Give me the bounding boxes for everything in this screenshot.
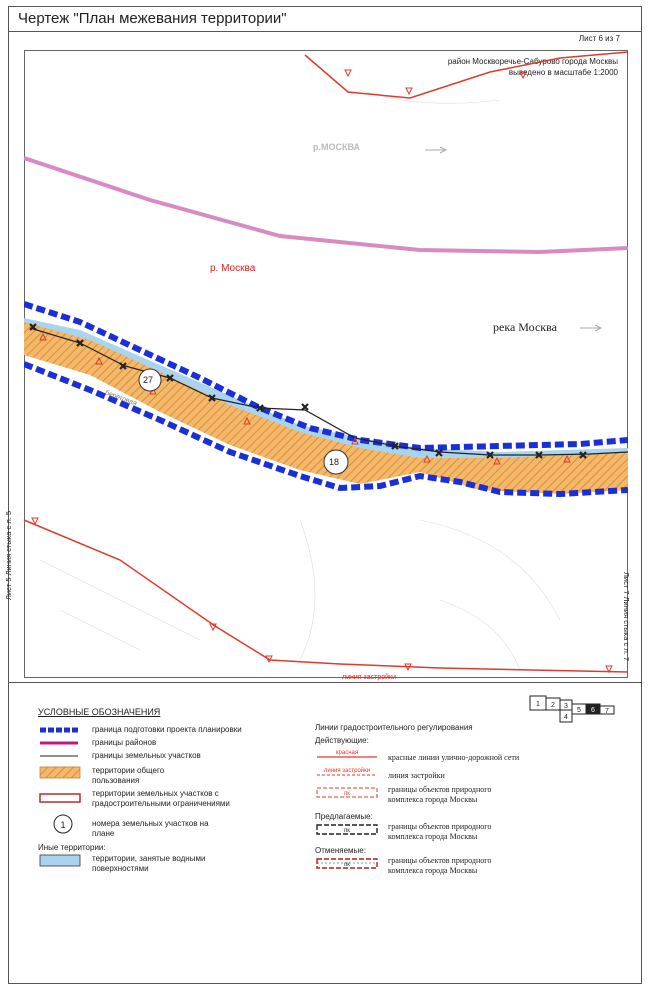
district-caption: район Москворечье-Сабурово города Москвы…: [448, 56, 618, 78]
legend-red-sample: красная: [336, 750, 358, 756]
parcel-boundary: [29, 327, 628, 456]
bottom-line-label: линия застройки: [342, 674, 396, 681]
parcel-27-circle: [138, 368, 162, 392]
project-boundary-upper: [24, 301, 628, 452]
index-4: 4: [564, 714, 568, 721]
legend-nature-bounds-2: границы объектов природного комплекса го…: [388, 822, 492, 841]
index-3: 3: [564, 703, 568, 710]
legend-pk-3: пк: [344, 862, 350, 868]
legend-public-use: территории общего пользования: [92, 766, 165, 785]
index-2: 2: [551, 702, 555, 709]
legend-nature-bounds-3: границы объектов природного комплекса го…: [388, 856, 492, 875]
legend-district-bounds: границы районов: [92, 738, 157, 747]
river-label-gray: р.МОСКВА: [313, 142, 361, 152]
sheet-number: Лист 6 из 7: [578, 34, 620, 43]
regulation-existing: Действующие:: [315, 736, 369, 745]
index-7: 7: [605, 708, 609, 715]
scale-note: выведено в масштабе 1:2000: [508, 68, 618, 77]
legend-other-territories: Иные территории:: [38, 843, 106, 852]
district-name: район Москворечье-Сабурово города Москвы: [447, 57, 618, 66]
parcel-18-circle: [323, 449, 349, 475]
project-boundary-lower: [24, 361, 628, 498]
legend-land-parcels: границы земельных участков: [92, 751, 201, 760]
legend-pk-1: пк: [344, 791, 350, 797]
regulation-proposed: Предлагаемые:: [315, 812, 373, 821]
legend-title: УСЛОВНЫЕ ОБОЗНАЧЕНИЯ: [38, 707, 161, 717]
legend-nature-bounds-1: границы объектов природного комплекса го…: [388, 785, 492, 804]
flow-arrow-upper: [425, 146, 448, 154]
regulation-cancelled: Отменяемые:: [315, 846, 366, 855]
shore-triangles: [39, 332, 571, 465]
drawing-sheet: [8, 6, 642, 984]
legend-number-sample: 1: [60, 820, 65, 830]
parcel-27-number: 27: [143, 375, 154, 385]
river-label-black: река Москва: [493, 320, 557, 334]
regulation-title: Линии градостроительного регулирования: [315, 723, 473, 732]
district-boundary: [24, 156, 628, 255]
parcel-points: [29, 323, 587, 459]
index-5: 5: [577, 707, 581, 714]
parcel-18-number: 18: [329, 457, 340, 467]
legend-divider: [8, 682, 642, 683]
index-1: 1: [536, 701, 540, 708]
legend-boundary-project: граница подготовки проекта планировки: [92, 725, 242, 734]
river-label-red: р. Москва: [210, 263, 256, 274]
red-line-markers: [31, 69, 613, 674]
index-6: 6: [591, 707, 595, 714]
red-line-top: [304, 51, 628, 99]
legend-pk-2: пк: [344, 828, 350, 834]
flow-arrow-lower: [580, 324, 603, 332]
legend-building-sample: линия застройки: [324, 767, 370, 774]
header-divider: [8, 31, 642, 32]
legend-building-line: линия застройки: [388, 771, 445, 780]
legend-parcel-numbers: номера земельных участков на плане: [92, 819, 209, 838]
index-map: 1 2 3 4 5 6 7: [529, 695, 615, 723]
page-title: Чертеж "План межевания территории": [18, 10, 287, 27]
legend-restricted: территории земельных участков с градостр…: [92, 789, 230, 808]
legend-water: территории, занятые водными поверхностям…: [92, 854, 206, 873]
legend-red-lines: красные линии улично-дорожной сети: [388, 753, 520, 762]
